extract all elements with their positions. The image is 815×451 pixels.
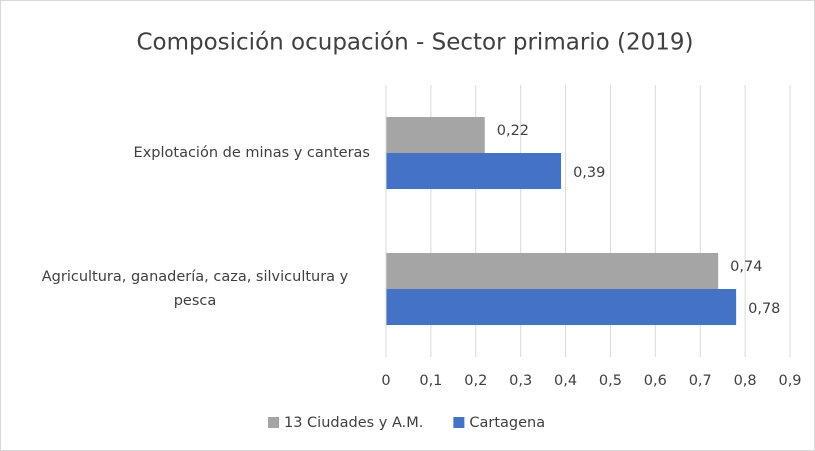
x-tick-label: 0,3 <box>509 373 532 389</box>
x-tick-label: 0,6 <box>644 373 667 389</box>
legend-swatch <box>453 417 465 428</box>
bar <box>386 153 562 189</box>
x-tick-label: 0,7 <box>689 373 712 389</box>
data-label: 0,22 <box>497 123 529 139</box>
x-tick-label: 0,8 <box>734 373 757 389</box>
data-label: 0,39 <box>573 165 605 181</box>
chart-title: Composición ocupación - Sector primario … <box>136 30 693 56</box>
y-tick-label: Explotación de minas y canteras <box>133 145 370 161</box>
x-tick-label: 0,5 <box>599 373 622 389</box>
y-tick-label: Agricultura, ganadería, caza, silvicultu… <box>41 269 349 309</box>
legend-label: 13 Ciudades y A.M. <box>284 415 423 431</box>
x-tick-label: 0,2 <box>464 373 487 389</box>
data-label: 0,78 <box>748 301 780 317</box>
bar <box>386 117 485 153</box>
x-tick-label: 0,1 <box>419 373 442 389</box>
legend-swatch <box>268 417 279 428</box>
x-tick-label: 0,4 <box>554 373 577 389</box>
legend-label: Cartagena <box>469 415 545 431</box>
data-label: 0,74 <box>730 259 762 275</box>
x-tick-label: 0,9 <box>778 373 801 389</box>
x-tick-label: 0 <box>381 373 390 389</box>
bar <box>386 289 737 325</box>
bar <box>386 253 719 289</box>
